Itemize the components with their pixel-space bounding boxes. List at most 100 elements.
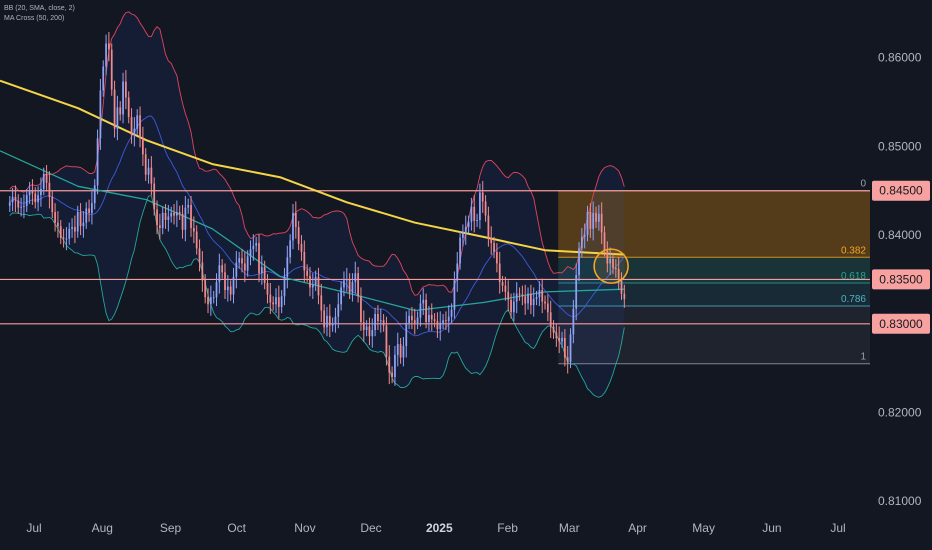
candle-body: [541, 290, 544, 302]
candle-body: [31, 190, 34, 194]
fib-zone-0.618: [558, 282, 870, 307]
candle-body: [518, 293, 521, 295]
candle-body: [515, 293, 518, 302]
candle-body: [91, 203, 93, 213]
x-tick-label: 2025: [426, 521, 453, 535]
candle-body: [388, 356, 391, 373]
candle-body: [303, 251, 306, 271]
candle-body: [309, 275, 311, 288]
candle-body: [150, 167, 153, 184]
candle-body: [479, 192, 481, 220]
bb-legend[interactable]: BB (20, SMA, close, 2): [4, 5, 75, 12]
candle-body: [23, 205, 25, 207]
candle-body: [623, 293, 626, 299]
fib-label-0: 0: [860, 179, 866, 190]
candle-body: [235, 262, 238, 277]
candle-body: [385, 325, 388, 357]
candle-body: [130, 117, 133, 135]
y-tick-label: 0.85000: [878, 139, 922, 153]
fib-label-0.618: 0.618: [841, 271, 866, 282]
candle-body: [195, 231, 198, 249]
candle-body: [487, 215, 490, 238]
candle-body: [221, 265, 224, 273]
fib-zone-0.786: [558, 306, 870, 364]
candle-body: [110, 49, 113, 90]
candle-body: [96, 138, 99, 186]
candle-body: [382, 320, 385, 326]
candle-body: [597, 213, 600, 222]
candle-body: [578, 248, 580, 275]
x-tick-label: Jul: [26, 521, 41, 535]
candle-body: [156, 209, 158, 226]
ma200-line: [0, 79, 625, 256]
candle-body: [419, 303, 422, 318]
candle-body: [258, 243, 260, 274]
candle-body: [167, 216, 170, 220]
x-tick-label: Mar: [559, 521, 580, 535]
candle-body: [538, 290, 541, 298]
candle-body: [113, 89, 116, 129]
candle-body: [71, 227, 73, 229]
candle-body: [357, 273, 359, 297]
candle-body: [408, 315, 410, 323]
candle-body: [405, 322, 408, 346]
candle-body: [238, 258, 241, 263]
x-tick-label: Nov: [294, 521, 315, 535]
candle-body: [609, 259, 612, 264]
candle-body: [255, 243, 258, 246]
candle-body: [190, 204, 192, 228]
candle-body: [48, 182, 51, 197]
highlight-circle: [593, 248, 629, 284]
candle-body: [331, 323, 334, 326]
x-tick-label: Dec: [360, 521, 381, 535]
candle-body: [108, 43, 110, 50]
indicator-legend: BB (20, SMA, close, 2) MA Cross (50, 200…: [4, 4, 75, 24]
candle-body: [269, 294, 272, 303]
candle-body: [34, 193, 37, 203]
candle-body: [65, 238, 68, 240]
candle-body: [490, 237, 493, 244]
candle-body: [368, 326, 371, 337]
candle-body: [535, 297, 538, 299]
candle-body: [280, 296, 283, 307]
candle-body: [232, 276, 235, 295]
candle-body: [62, 237, 65, 239]
x-tick-label: Aug: [92, 521, 113, 535]
fib-label-0.382: 0.382: [841, 245, 866, 256]
candle-body: [40, 188, 42, 196]
candle-body: [142, 138, 144, 155]
candle-body: [561, 337, 563, 342]
candle-body: [85, 208, 88, 223]
candle-body: [144, 154, 147, 175]
candle-body: [496, 251, 498, 264]
candle-body: [25, 195, 28, 206]
candle-body: [42, 173, 45, 189]
candle-body: [51, 196, 54, 213]
candle-body: [572, 308, 575, 335]
bb-upper-line: [9, 11, 625, 296]
x-tick-label: Jul: [830, 521, 845, 535]
candle-body: [306, 270, 309, 276]
candle-body: [430, 314, 433, 320]
candle-body: [175, 212, 178, 216]
y-tick-label: 0.84000: [878, 228, 922, 242]
candle-body: [442, 320, 444, 323]
x-tick-label: Jun: [762, 521, 781, 535]
candle-body: [529, 293, 532, 306]
candle-body: [229, 286, 232, 295]
ma-cross-legend[interactable]: MA Cross (50, 200): [4, 15, 65, 22]
candle-body: [99, 90, 102, 139]
candle-body: [450, 309, 453, 317]
candle-body: [294, 212, 297, 228]
candle-body: [402, 345, 405, 358]
candle-body: [82, 222, 85, 227]
candle-body: [365, 326, 368, 330]
candle-body: [14, 196, 17, 201]
candle-body: [476, 220, 478, 221]
candle-body: [311, 284, 314, 288]
candle-body: [136, 115, 139, 129]
candle-body: [524, 296, 527, 304]
candle-body: [127, 97, 130, 118]
candle-body: [286, 257, 289, 277]
